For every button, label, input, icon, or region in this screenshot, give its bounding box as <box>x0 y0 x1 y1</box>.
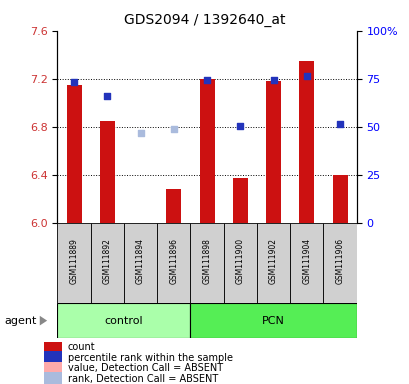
Bar <box>66 85 81 223</box>
Point <box>203 77 210 83</box>
Bar <box>44 351 62 364</box>
Point <box>71 79 77 85</box>
Text: count: count <box>67 342 95 352</box>
Point <box>303 73 309 79</box>
Bar <box>157 223 190 303</box>
Text: GSM111902: GSM111902 <box>268 238 277 285</box>
Text: control: control <box>104 316 143 326</box>
Bar <box>44 341 62 353</box>
Text: GSM111892: GSM111892 <box>103 238 112 285</box>
Bar <box>256 223 290 303</box>
Bar <box>290 223 323 303</box>
Bar <box>99 121 115 223</box>
Bar <box>299 61 314 223</box>
Text: GSM111900: GSM111900 <box>235 238 244 285</box>
Bar <box>232 178 247 223</box>
Bar <box>190 303 356 338</box>
Text: value, Detection Call = ABSENT: value, Detection Call = ABSENT <box>67 363 222 373</box>
Point <box>336 121 342 127</box>
Bar <box>190 223 223 303</box>
Bar <box>124 223 157 303</box>
Point <box>137 130 144 136</box>
Point <box>104 93 110 99</box>
Bar <box>57 223 90 303</box>
Bar <box>44 372 62 384</box>
Bar <box>199 79 214 223</box>
Text: GSM111904: GSM111904 <box>301 238 310 285</box>
Text: GSM111889: GSM111889 <box>70 238 79 285</box>
Bar <box>323 223 356 303</box>
Text: PCN: PCN <box>261 316 284 326</box>
Bar <box>166 189 181 223</box>
Text: GSM111896: GSM111896 <box>169 238 178 285</box>
Point <box>270 77 276 83</box>
Text: rank, Detection Call = ABSENT: rank, Detection Call = ABSENT <box>67 374 217 384</box>
Bar <box>223 223 256 303</box>
Bar <box>57 303 190 338</box>
Bar <box>265 81 280 223</box>
Text: GSM111906: GSM111906 <box>335 238 344 285</box>
Point <box>170 126 177 132</box>
Text: GSM111894: GSM111894 <box>136 238 145 285</box>
Text: agent: agent <box>4 316 36 326</box>
Bar <box>332 175 347 223</box>
Point <box>236 122 243 129</box>
Text: percentile rank within the sample: percentile rank within the sample <box>67 353 232 362</box>
Bar <box>90 223 124 303</box>
Text: GDS2094 / 1392640_at: GDS2094 / 1392640_at <box>124 13 285 27</box>
Text: GSM111898: GSM111898 <box>202 238 211 285</box>
Bar <box>44 362 62 374</box>
